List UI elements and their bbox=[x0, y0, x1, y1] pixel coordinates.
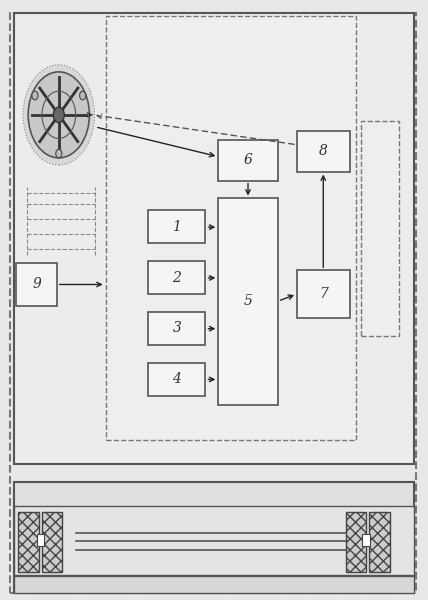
Bar bbox=[297, 131, 350, 172]
Circle shape bbox=[53, 107, 64, 122]
Bar bbox=[14, 576, 414, 593]
Bar bbox=[14, 13, 414, 464]
Bar bbox=[369, 512, 389, 572]
Bar bbox=[218, 199, 278, 404]
Bar bbox=[14, 482, 414, 593]
Bar bbox=[148, 261, 205, 294]
Bar bbox=[106, 16, 357, 440]
Circle shape bbox=[32, 91, 38, 100]
Bar bbox=[42, 512, 62, 572]
Bar bbox=[218, 140, 278, 181]
Text: 9: 9 bbox=[32, 277, 41, 292]
Bar bbox=[361, 121, 399, 336]
Bar bbox=[148, 312, 205, 345]
Circle shape bbox=[80, 91, 86, 100]
Bar bbox=[14, 506, 414, 575]
Bar bbox=[148, 211, 205, 243]
Circle shape bbox=[28, 72, 89, 158]
Circle shape bbox=[56, 149, 62, 158]
Bar bbox=[346, 512, 366, 572]
Text: 2: 2 bbox=[172, 271, 181, 284]
Text: 8: 8 bbox=[319, 144, 328, 158]
Text: 3: 3 bbox=[172, 322, 181, 335]
Bar bbox=[18, 512, 39, 572]
Circle shape bbox=[23, 65, 95, 165]
Text: 4: 4 bbox=[172, 372, 181, 386]
Text: 6: 6 bbox=[244, 153, 253, 167]
Text: 7: 7 bbox=[319, 287, 328, 301]
Bar bbox=[16, 263, 56, 306]
Bar bbox=[148, 363, 205, 395]
Text: 1: 1 bbox=[172, 220, 181, 234]
Bar bbox=[362, 534, 370, 546]
Text: 5: 5 bbox=[244, 295, 253, 308]
Bar bbox=[297, 270, 350, 318]
Bar bbox=[37, 534, 45, 546]
